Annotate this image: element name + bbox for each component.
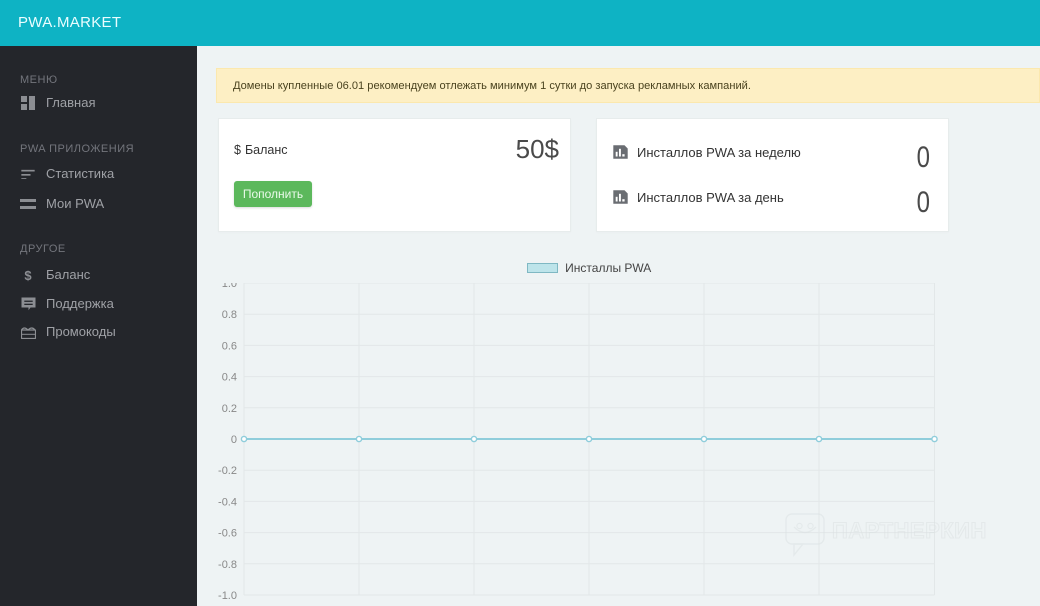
svg-text:-1.0: -1.0 [218,590,237,602]
svg-text:0.2: 0.2 [222,403,237,415]
svg-text:ПАРТНЕРКИН: ПАРТНЕРКИН [832,518,987,543]
svg-text:0: 0 [231,434,237,446]
svg-text:0.8: 0.8 [222,309,237,321]
svg-text:-0.2: -0.2 [218,465,237,477]
svg-text:1.0: 1.0 [222,283,237,290]
svg-text:0.6: 0.6 [222,340,237,352]
svg-text:-0.6: -0.6 [218,528,237,540]
svg-text:-0.8: -0.8 [218,559,237,571]
svg-text:-0.4: -0.4 [218,496,237,508]
svg-text:0.4: 0.4 [222,372,237,384]
